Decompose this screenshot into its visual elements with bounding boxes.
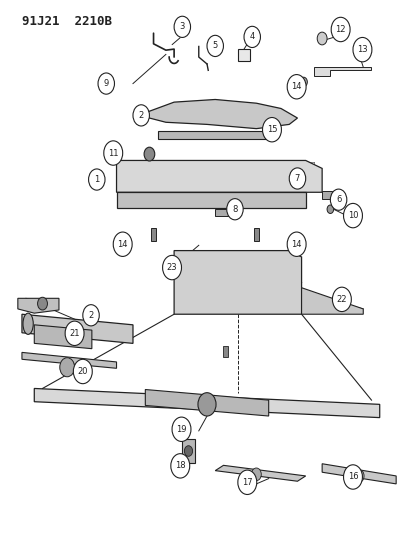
Circle shape: [98, 73, 114, 94]
Text: 14: 14: [291, 82, 301, 91]
Polygon shape: [313, 67, 370, 76]
Circle shape: [354, 470, 363, 482]
Circle shape: [162, 255, 181, 280]
Polygon shape: [145, 100, 297, 128]
Polygon shape: [116, 160, 321, 192]
Text: 4: 4: [249, 33, 254, 42]
Text: 12: 12: [335, 25, 345, 34]
Text: 14: 14: [117, 240, 128, 249]
Circle shape: [330, 189, 346, 211]
Ellipse shape: [23, 313, 33, 334]
Circle shape: [326, 205, 333, 214]
Circle shape: [237, 470, 256, 495]
FancyBboxPatch shape: [182, 439, 194, 463]
Text: 18: 18: [175, 462, 185, 470]
Circle shape: [343, 204, 361, 228]
Text: 17: 17: [242, 478, 252, 487]
Circle shape: [316, 32, 326, 45]
Circle shape: [343, 465, 361, 489]
Text: 3: 3: [179, 22, 185, 31]
Text: 13: 13: [356, 45, 367, 54]
Text: 6: 6: [335, 195, 340, 204]
FancyBboxPatch shape: [223, 346, 227, 357]
Circle shape: [251, 468, 261, 481]
Circle shape: [243, 26, 260, 47]
Text: 2: 2: [88, 311, 93, 320]
Circle shape: [287, 75, 305, 99]
Text: 21: 21: [69, 329, 80, 338]
Text: 8: 8: [232, 205, 237, 214]
Text: 1: 1: [94, 175, 99, 184]
Circle shape: [171, 454, 189, 478]
Circle shape: [133, 105, 149, 126]
Circle shape: [83, 305, 99, 326]
Circle shape: [226, 199, 242, 220]
Text: 16: 16: [347, 472, 357, 481]
Text: 2: 2: [138, 111, 143, 120]
Polygon shape: [116, 192, 305, 208]
Text: 14: 14: [291, 240, 301, 249]
Circle shape: [144, 147, 154, 161]
Circle shape: [172, 417, 190, 441]
Circle shape: [73, 359, 92, 384]
FancyBboxPatch shape: [321, 191, 332, 199]
Circle shape: [38, 297, 47, 310]
Polygon shape: [321, 464, 395, 484]
FancyBboxPatch shape: [151, 228, 156, 241]
Polygon shape: [301, 288, 362, 314]
Text: 9: 9: [103, 79, 109, 88]
Text: 19: 19: [176, 425, 186, 434]
Circle shape: [352, 37, 371, 62]
FancyBboxPatch shape: [237, 49, 249, 61]
Polygon shape: [145, 390, 268, 416]
Circle shape: [262, 117, 281, 142]
Circle shape: [330, 17, 349, 42]
Text: 7: 7: [294, 174, 299, 183]
Text: 11: 11: [108, 149, 118, 158]
Circle shape: [65, 321, 84, 345]
Circle shape: [289, 168, 305, 189]
Circle shape: [332, 287, 351, 312]
Circle shape: [197, 393, 216, 416]
Polygon shape: [174, 251, 301, 314]
Circle shape: [88, 169, 105, 190]
Text: 22: 22: [336, 295, 346, 304]
Circle shape: [174, 16, 190, 37]
Text: 91J21  2210B: 91J21 2210B: [22, 14, 112, 28]
Polygon shape: [22, 314, 133, 343]
Circle shape: [113, 232, 132, 256]
Circle shape: [287, 232, 305, 256]
Circle shape: [299, 77, 306, 87]
Polygon shape: [22, 352, 116, 368]
Text: 5: 5: [212, 42, 217, 51]
Text: 20: 20: [77, 367, 88, 376]
Polygon shape: [215, 465, 305, 481]
Text: 23: 23: [166, 263, 177, 272]
Polygon shape: [34, 325, 92, 349]
Polygon shape: [157, 131, 268, 139]
Text: 10: 10: [347, 211, 357, 220]
Polygon shape: [18, 298, 59, 313]
Circle shape: [184, 446, 192, 456]
Text: 15: 15: [266, 125, 277, 134]
FancyBboxPatch shape: [253, 228, 258, 241]
Circle shape: [59, 358, 74, 377]
Circle shape: [104, 141, 122, 165]
Polygon shape: [34, 389, 379, 418]
Circle shape: [206, 35, 223, 56]
FancyBboxPatch shape: [215, 209, 239, 216]
